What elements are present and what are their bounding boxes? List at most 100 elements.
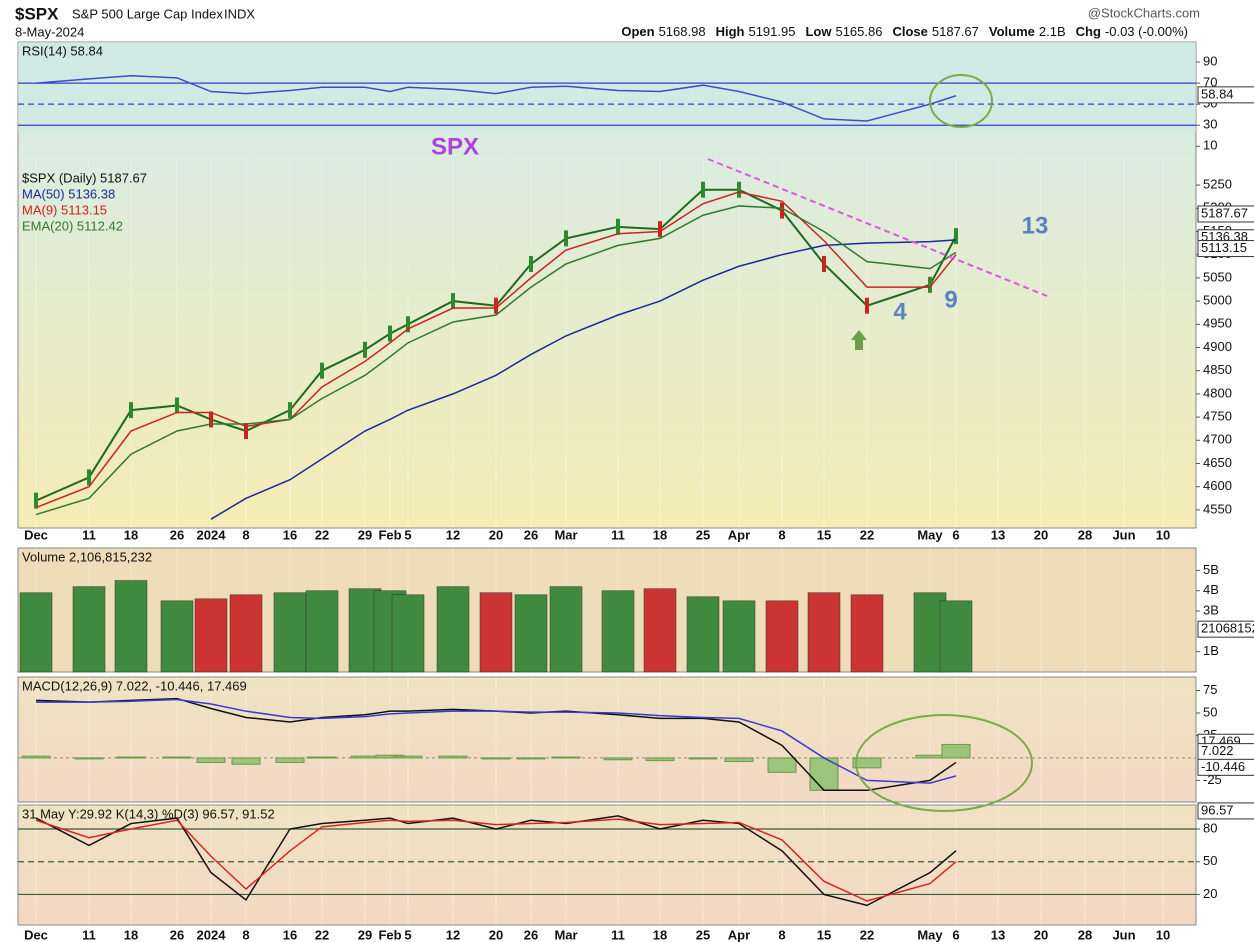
legend: MA(50) 5136.38	[22, 186, 115, 201]
y-tick-label: 50	[1203, 853, 1217, 868]
trend-line	[707, 158, 1048, 297]
x-tick-label: 20	[1034, 927, 1048, 942]
arrow	[851, 330, 867, 350]
histogram-bar	[941, 743, 971, 759]
series-line	[36, 698, 957, 784]
price-bar	[658, 221, 662, 238]
y-tick-label: 5050	[1203, 269, 1232, 284]
price-bar	[209, 411, 213, 428]
price-bar	[564, 230, 568, 247]
y-tick-label: 4700	[1203, 432, 1232, 447]
y-tick-label: 4650	[1203, 455, 1232, 470]
volume-bar	[686, 596, 720, 673]
stat-label: Low	[805, 24, 832, 39]
y-tick-label: 4B	[1203, 582, 1219, 597]
price-bar	[87, 469, 91, 486]
volume-bar	[114, 580, 148, 673]
histogram-bar	[231, 757, 261, 765]
x-tick-label: 10	[1156, 927, 1170, 942]
volume-bar	[850, 594, 884, 673]
price-bar	[616, 218, 620, 235]
price-bar	[406, 316, 410, 333]
x-tick-label: Feb	[378, 527, 401, 542]
x-tick-label: 16	[283, 527, 297, 542]
volume-bar	[436, 586, 470, 673]
y-tick-label: 80	[1203, 820, 1217, 835]
y-tick-label: 30	[1203, 117, 1217, 132]
stat-value: 5168.98	[659, 24, 706, 39]
x-tick-label: 22	[860, 527, 874, 542]
y-tick-label: 4900	[1203, 339, 1232, 354]
volume-bar	[160, 600, 194, 673]
x-tick-label: 18	[653, 927, 667, 942]
price-bar	[363, 341, 367, 358]
x-tick-label: 8	[778, 927, 785, 942]
x-tick-label: 11	[611, 927, 625, 942]
volume-bar	[765, 600, 799, 673]
y-tick-label: 5250	[1203, 176, 1232, 191]
y-tick-label: 5B	[1203, 562, 1219, 577]
price-bar	[529, 255, 533, 272]
histogram-bar	[915, 754, 945, 759]
source: @StockCharts.com	[1088, 5, 1200, 20]
y-tick-label: 50	[1203, 704, 1217, 719]
price-bar	[737, 181, 741, 198]
price-bar	[288, 402, 292, 419]
date: 8-May-2024	[15, 24, 84, 39]
histogram-bar	[196, 757, 226, 763]
histogram-bar	[438, 755, 468, 759]
x-tick-label: 29	[358, 527, 372, 542]
histogram-bar	[603, 757, 633, 761]
volume-bar	[273, 592, 307, 673]
histogram-bar	[645, 757, 675, 762]
x-tick-label: 10	[1156, 527, 1170, 542]
histogram-bar	[275, 757, 305, 763]
y-tick-label: 4800	[1203, 385, 1232, 400]
stat-value: 5187.67	[932, 24, 979, 39]
volume-bar	[643, 588, 677, 673]
value-tag-box	[1197, 240, 1254, 258]
panel-bg	[17, 804, 1197, 926]
price-bar	[954, 228, 958, 245]
x-tick-label: 18	[124, 927, 138, 942]
x-tick-label: 11	[611, 527, 625, 542]
x-tick-label: 12	[446, 927, 460, 942]
x-tick-label: 22	[860, 927, 874, 942]
panel-bg	[17, 676, 1197, 803]
x-tick-label: Jun	[1112, 927, 1135, 942]
volume-bar	[514, 594, 548, 673]
x-tick-label: Mar	[554, 527, 577, 542]
x-tick-label: 16	[283, 927, 297, 942]
x-tick-label: 8	[778, 527, 785, 542]
y-tick-label: 4850	[1203, 362, 1232, 377]
x-tick-label: 13	[991, 927, 1005, 942]
y-tick-label: 20	[1203, 886, 1217, 901]
x-tick-label: 26	[170, 527, 184, 542]
price-bar	[822, 255, 826, 272]
x-tick-label: 20	[489, 927, 503, 942]
series-line	[35, 815, 957, 907]
highlight-circle	[855, 714, 1033, 812]
x-tick-label: 28	[1078, 527, 1092, 542]
x-tick-label: 5	[404, 527, 411, 542]
annotation: 13	[1022, 212, 1049, 239]
histogram-bar	[21, 755, 51, 759]
x-tick-label: May	[917, 927, 943, 942]
rsi-bg	[18, 42, 1196, 132]
annotation: 4	[893, 298, 907, 325]
x-tick-label: 26	[524, 927, 538, 942]
volume-bar	[19, 592, 53, 673]
y-tick-label: 4600	[1203, 478, 1232, 493]
exchange: INDX	[224, 6, 255, 21]
y-tick-label: 5000	[1203, 293, 1232, 308]
x-tick-label: 8	[242, 927, 249, 942]
value-tag: -10.446	[1201, 759, 1245, 774]
histogram-bar	[551, 756, 581, 759]
value-tag: 7.022	[1201, 743, 1234, 758]
y-tick-label: 4550	[1203, 501, 1232, 516]
value-tag: 5187.67	[1201, 205, 1248, 220]
price-bar	[494, 297, 498, 314]
histogram-bar	[852, 757, 882, 769]
x-tick-label: 11	[82, 927, 96, 942]
y-tick-label: 4950	[1203, 316, 1232, 331]
